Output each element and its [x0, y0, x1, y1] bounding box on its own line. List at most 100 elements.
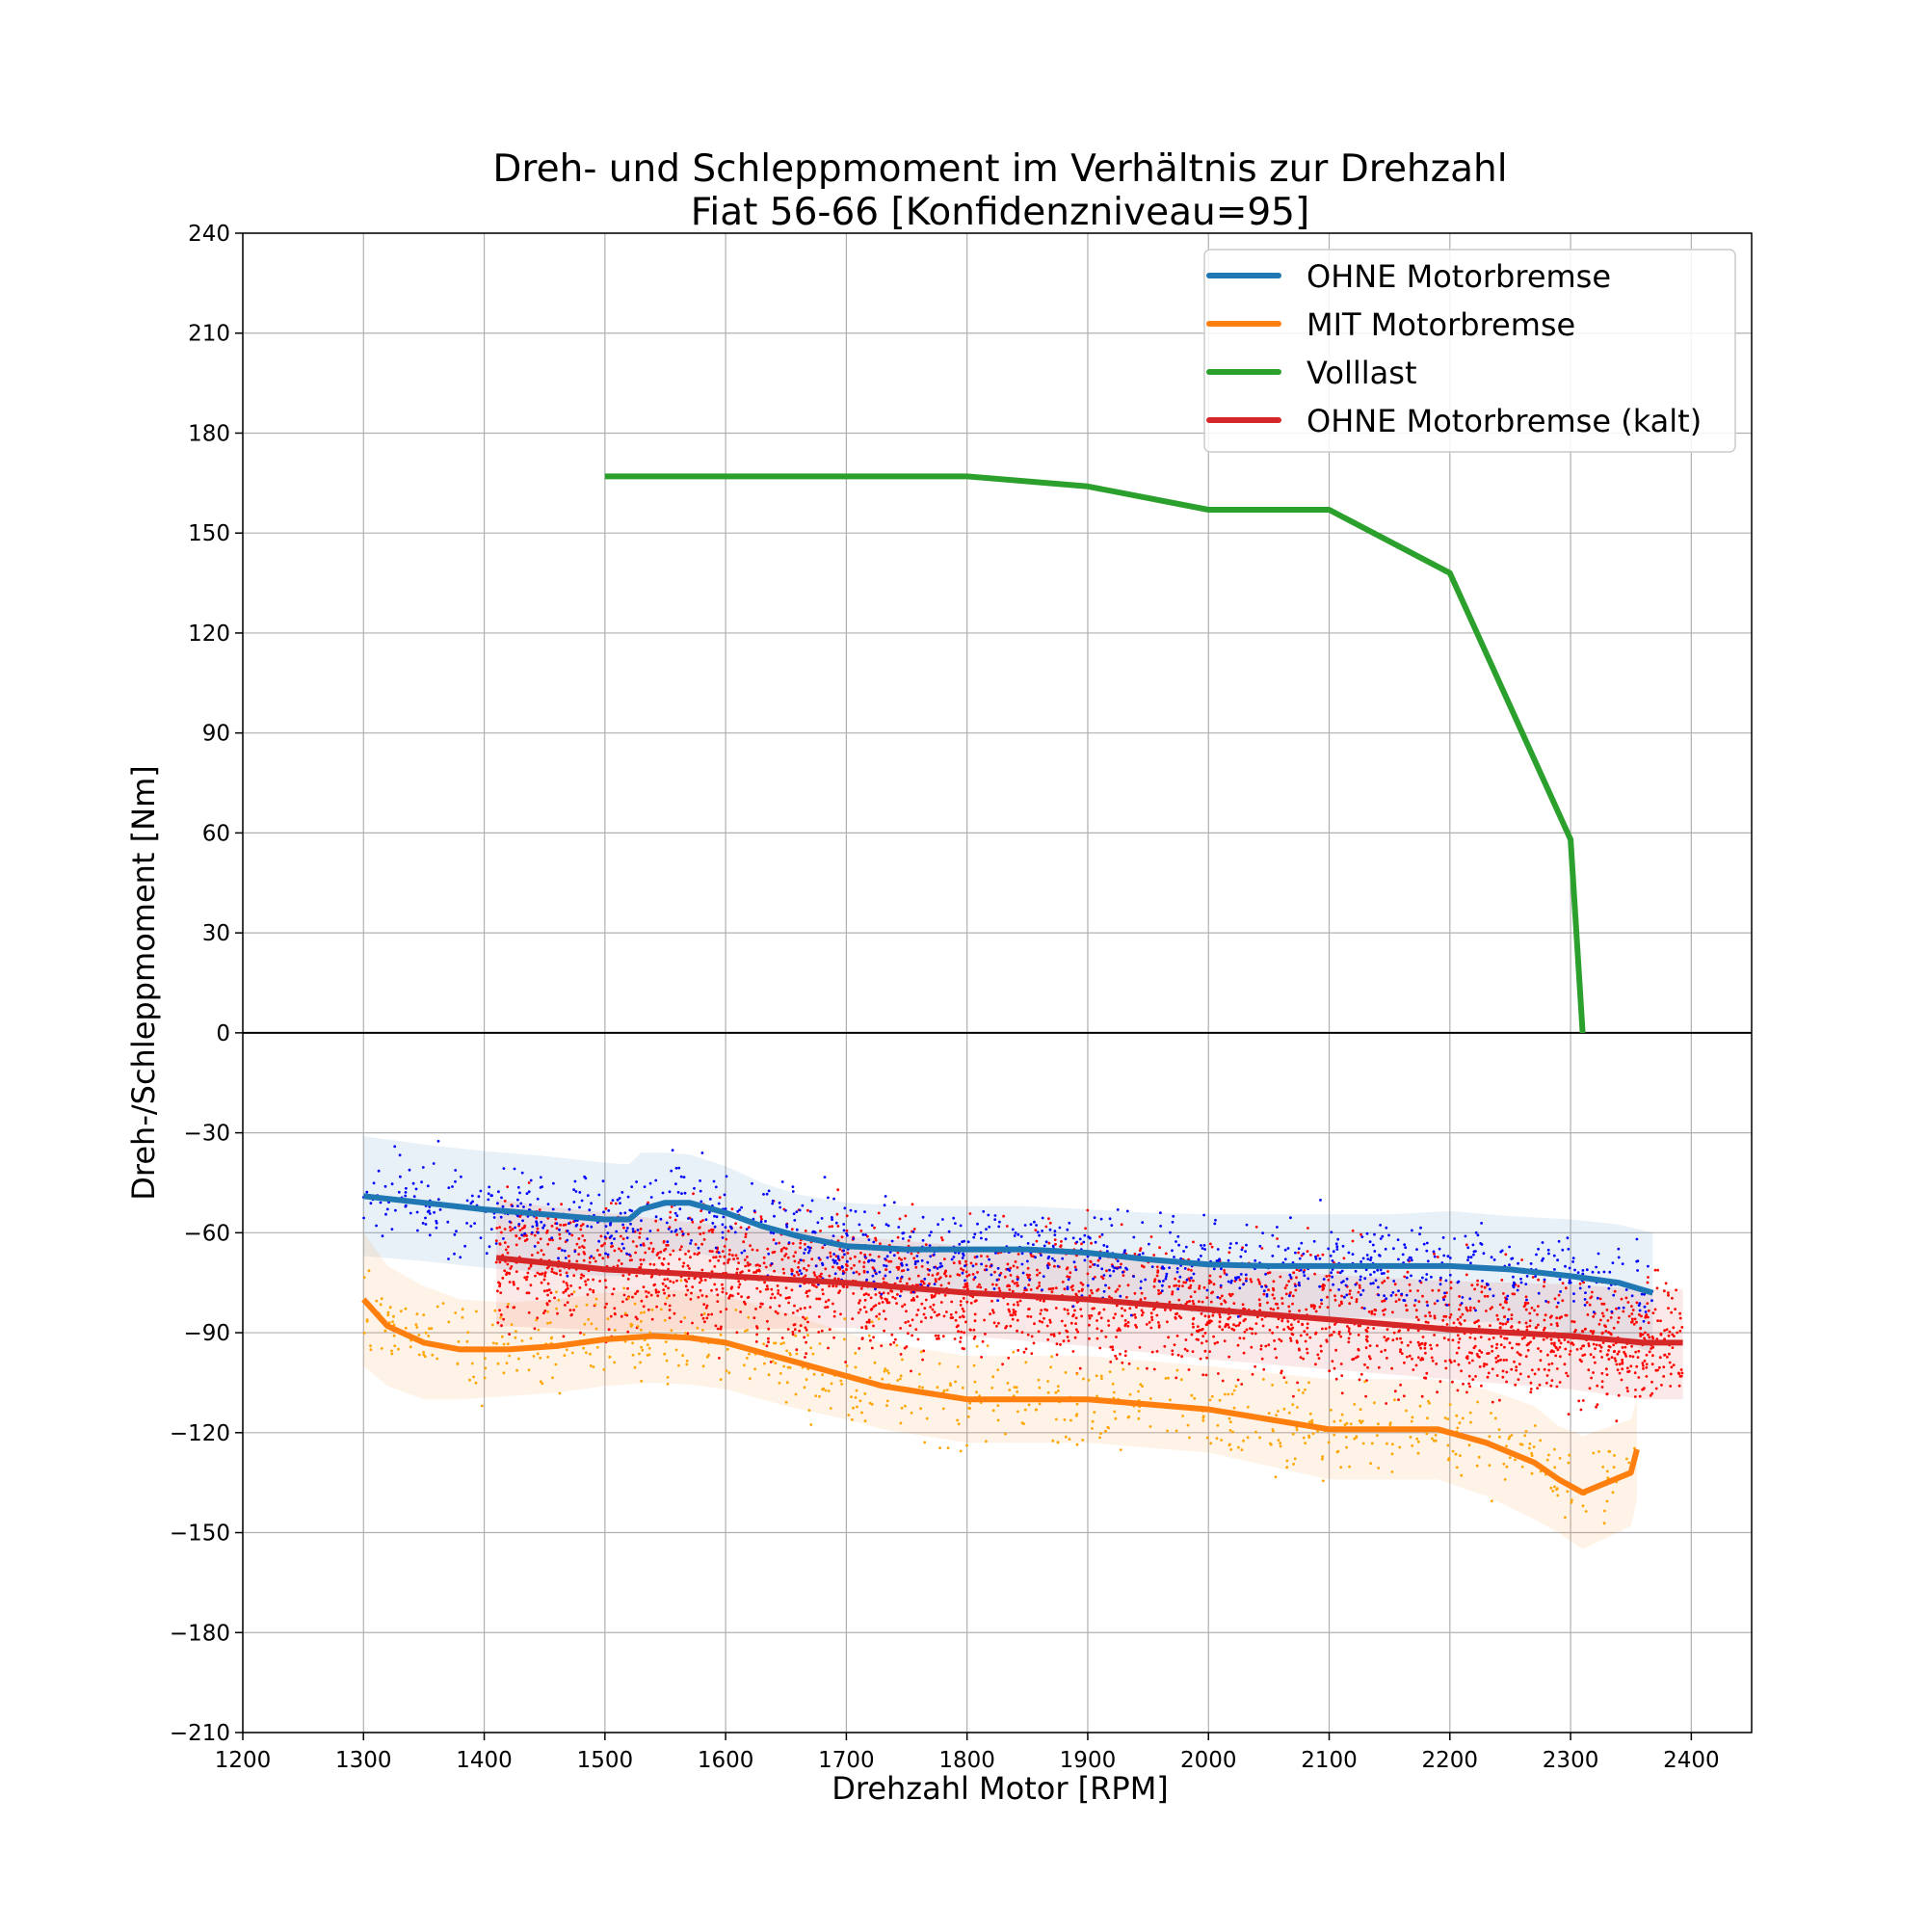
scatter-point	[1189, 1284, 1193, 1287]
scatter-point	[1500, 1249, 1504, 1253]
scatter-point	[941, 1335, 945, 1338]
scatter-point	[1553, 1485, 1556, 1489]
scatter-point	[1613, 1454, 1616, 1457]
scatter-point	[996, 1266, 1000, 1270]
scatter-point	[1538, 1383, 1542, 1387]
scatter-point	[608, 1355, 612, 1359]
scatter-point	[771, 1360, 775, 1363]
scatter-point	[1510, 1325, 1514, 1328]
scatter-point	[1409, 1289, 1412, 1292]
scatter-point	[689, 1297, 693, 1301]
scatter-point	[1088, 1323, 1091, 1327]
scatter-point	[1465, 1306, 1468, 1310]
scatter-point	[1192, 1240, 1195, 1244]
scatter-point	[671, 1149, 674, 1152]
scatter-point	[667, 1228, 671, 1231]
scatter-point	[1385, 1338, 1388, 1342]
scatter-point	[1674, 1308, 1676, 1310]
scatter-point	[995, 1324, 998, 1328]
scatter-point	[1672, 1326, 1676, 1330]
scatter-point	[1646, 1281, 1650, 1284]
scatter-point	[811, 1284, 814, 1286]
scatter-point	[1629, 1364, 1633, 1368]
scatter-point	[1227, 1258, 1230, 1262]
scatter-point	[599, 1234, 603, 1238]
scatter-point	[887, 1371, 890, 1375]
scatter-point	[683, 1278, 687, 1282]
scatter-point	[607, 1328, 611, 1332]
scatter-point	[1388, 1423, 1392, 1427]
chart-title: Dreh- und Schleppmoment im Verhältnis zu…	[492, 147, 1507, 191]
scatter-point	[1043, 1244, 1046, 1248]
scatter-point	[527, 1291, 531, 1295]
scatter-point	[1300, 1241, 1304, 1245]
scatter-point	[1108, 1268, 1111, 1272]
scatter-point	[417, 1334, 421, 1337]
scatter-point	[821, 1288, 824, 1291]
scatter-point	[1295, 1339, 1299, 1342]
scatter-point	[852, 1292, 856, 1295]
scatter-point	[558, 1232, 562, 1236]
scatter-point	[655, 1305, 658, 1309]
scatter-point	[1230, 1392, 1234, 1396]
scatter-point	[1243, 1330, 1247, 1334]
scatter-point	[1354, 1269, 1358, 1273]
scatter-point	[1357, 1347, 1360, 1351]
scatter-point	[883, 1369, 886, 1373]
scatter-point	[1649, 1393, 1652, 1397]
scatter-point	[1102, 1274, 1106, 1277]
scatter-point	[1114, 1416, 1118, 1420]
scatter-point	[1390, 1366, 1393, 1370]
scatter-point	[1109, 1361, 1113, 1363]
scatter-point	[1104, 1429, 1107, 1433]
scatter-point	[711, 1228, 715, 1231]
scatter-point	[1601, 1314, 1605, 1318]
scatter-point	[1204, 1339, 1208, 1343]
scatter-point	[1645, 1365, 1649, 1369]
scatter-point	[639, 1361, 642, 1364]
scatter-point	[858, 1347, 861, 1350]
scatter-point	[1183, 1267, 1187, 1270]
scatter-point	[1047, 1255, 1051, 1258]
scatter-point	[502, 1317, 505, 1321]
scatter-point	[1539, 1349, 1543, 1353]
scatter-point	[1348, 1465, 1351, 1469]
scatter-point	[1159, 1225, 1162, 1228]
scatter-point	[966, 1240, 970, 1244]
scatter-point	[1529, 1340, 1532, 1344]
scatter-point	[1244, 1273, 1248, 1277]
scatter-point	[1241, 1246, 1244, 1250]
scatter-point	[1038, 1284, 1041, 1287]
scatter-point	[533, 1233, 537, 1237]
scatter-point	[991, 1375, 995, 1379]
scatter-point	[640, 1311, 643, 1314]
scatter-point	[1279, 1444, 1282, 1448]
scatter-point	[625, 1313, 629, 1317]
scatter-point	[1667, 1293, 1670, 1297]
scatter-point	[864, 1292, 868, 1295]
scatter-point	[556, 1311, 559, 1315]
scatter-point	[1557, 1239, 1561, 1243]
scatter-point	[1642, 1388, 1645, 1391]
scatter-point	[1229, 1448, 1233, 1451]
scatter-point	[816, 1221, 820, 1225]
scatter-point	[1673, 1335, 1676, 1337]
scatter-point	[1289, 1276, 1293, 1280]
scatter-point	[1397, 1257, 1400, 1261]
scatter-point	[827, 1389, 831, 1392]
scatter-point	[1415, 1248, 1418, 1251]
scatter-point	[408, 1168, 411, 1172]
scatter-point	[911, 1290, 915, 1294]
scatter-point	[965, 1443, 968, 1447]
scatter-point	[781, 1267, 785, 1271]
scatter-point	[1167, 1336, 1170, 1339]
scatter-point	[990, 1387, 994, 1389]
scatter-point	[1321, 1327, 1324, 1331]
scatter-point	[1617, 1316, 1621, 1319]
scatter-point	[991, 1409, 995, 1413]
scatter-point	[663, 1318, 667, 1322]
scatter-point	[763, 1362, 766, 1365]
scatter-point	[843, 1317, 847, 1321]
scatter-point	[1053, 1238, 1057, 1241]
scatter-point	[1518, 1342, 1520, 1346]
